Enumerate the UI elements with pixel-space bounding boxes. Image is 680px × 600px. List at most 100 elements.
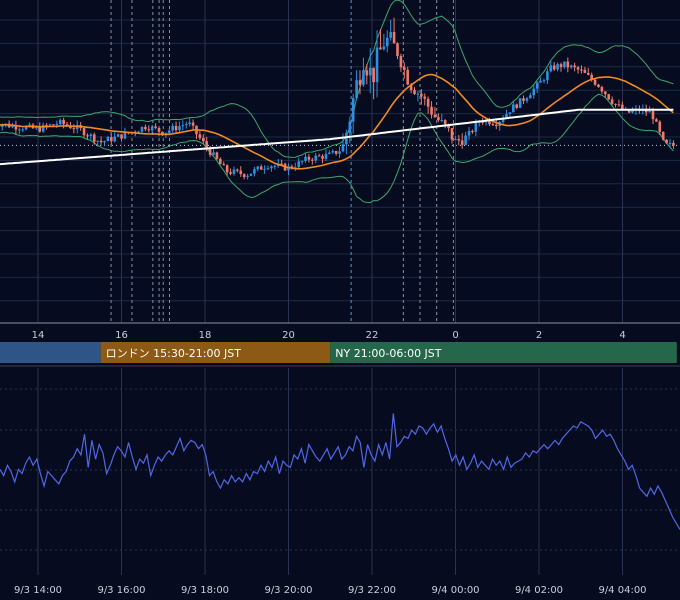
candle-body	[494, 124, 498, 127]
candle-body	[11, 125, 14, 128]
candle-body	[321, 155, 324, 159]
candle-body	[392, 32, 396, 44]
candle-body	[368, 67, 372, 76]
candle-body	[140, 126, 144, 132]
candle-body	[607, 94, 611, 100]
candle-body	[147, 129, 151, 131]
candle-body	[178, 126, 181, 131]
indicator-x-tick-label: 9/4 04:00	[598, 585, 646, 596]
candle-body	[481, 121, 484, 123]
candle-body	[157, 127, 161, 132]
candle-body	[154, 126, 157, 128]
candle-body	[539, 80, 542, 83]
candle-body	[512, 104, 515, 113]
indicator-panel	[0, 368, 680, 575]
candle-body	[358, 80, 362, 85]
candle-body	[563, 61, 566, 68]
indicator-x-tick-label: 9/4 02:00	[515, 585, 563, 596]
price-panel	[0, 0, 680, 323]
candle-body	[110, 137, 113, 142]
candle-body	[212, 152, 215, 155]
candle-body	[72, 128, 76, 130]
candle-body	[263, 168, 266, 170]
candle-body	[351, 98, 355, 122]
moving-average-long-line	[0, 108, 674, 166]
candle-body	[549, 65, 553, 72]
candle-body	[365, 70, 369, 76]
candle-body	[324, 153, 328, 159]
candle-body	[655, 119, 658, 122]
candle-body	[266, 168, 270, 170]
indicator-line	[0, 413, 680, 530]
candle-body	[488, 119, 491, 125]
candle-body	[433, 114, 437, 118]
candle-body	[491, 124, 495, 126]
candle-body	[375, 47, 379, 83]
candle-body	[529, 95, 532, 99]
candle-body	[379, 47, 382, 50]
candle-body	[113, 136, 117, 142]
candle-body	[437, 117, 440, 121]
candle-body	[399, 56, 403, 68]
candle-body	[617, 104, 621, 106]
candle-body	[99, 140, 103, 143]
candle-body	[457, 139, 461, 141]
candle-body	[413, 90, 416, 95]
candle-body	[150, 126, 154, 131]
candle-body	[273, 165, 277, 167]
candle-body	[621, 104, 624, 110]
candle-body	[532, 88, 536, 96]
candle-body	[181, 125, 185, 127]
candle-body	[14, 125, 18, 130]
candle-body	[474, 122, 478, 132]
candle-body	[201, 138, 205, 142]
candle-body	[259, 166, 263, 170]
session-bar-label: ロンドン 15:30-21:00 JST	[106, 347, 242, 360]
candle-body	[426, 98, 430, 107]
candle-body	[229, 172, 232, 174]
candle-body	[580, 69, 583, 71]
candle-body	[123, 131, 127, 139]
indicator-x-tick-label: 9/3 14:00	[14, 585, 62, 596]
candle-body	[58, 119, 62, 125]
price-x-tick-label: 20	[282, 330, 295, 341]
session-bar	[100, 342, 331, 363]
candle-body	[627, 109, 631, 113]
candle-body	[65, 124, 69, 126]
candle-body	[406, 69, 410, 85]
candle-body	[328, 152, 331, 154]
candle-body	[45, 124, 48, 126]
candle-body	[198, 134, 202, 139]
price-grid	[0, 0, 680, 323]
candle-body	[430, 106, 433, 115]
candle-body	[597, 84, 600, 88]
candle-body	[167, 130, 171, 133]
indicator-x-tick-label: 9/3 16:00	[97, 585, 145, 596]
indicator-x-tick-label: 9/3 20:00	[264, 585, 312, 596]
session-bars: ロンドン 15:30-21:00 JST NY 21:00-06:00 JST	[0, 342, 677, 363]
candle-body	[345, 132, 348, 145]
session-bar	[0, 342, 101, 363]
candle-body	[106, 137, 110, 142]
candle-body	[505, 113, 508, 119]
candle-body	[103, 141, 106, 143]
candle-body	[144, 126, 147, 130]
bollinger-lower-line	[0, 93, 674, 204]
candle-body	[443, 120, 447, 125]
price-x-axis-ticks: 14 16 18 20 22 0 2 4	[32, 330, 626, 341]
candle-body	[341, 144, 345, 152]
candle-body	[41, 124, 45, 132]
candle-body	[208, 147, 212, 155]
candle-body	[450, 128, 454, 140]
candle-body	[246, 175, 249, 177]
candle-body	[89, 134, 93, 136]
candle-body	[586, 72, 590, 75]
candle-body	[161, 131, 164, 136]
candle-body	[573, 65, 576, 68]
session-bar	[330, 342, 677, 363]
candle-body	[396, 43, 399, 57]
candle-body	[270, 166, 273, 169]
candle-body	[672, 142, 675, 146]
candle-body	[171, 125, 174, 131]
